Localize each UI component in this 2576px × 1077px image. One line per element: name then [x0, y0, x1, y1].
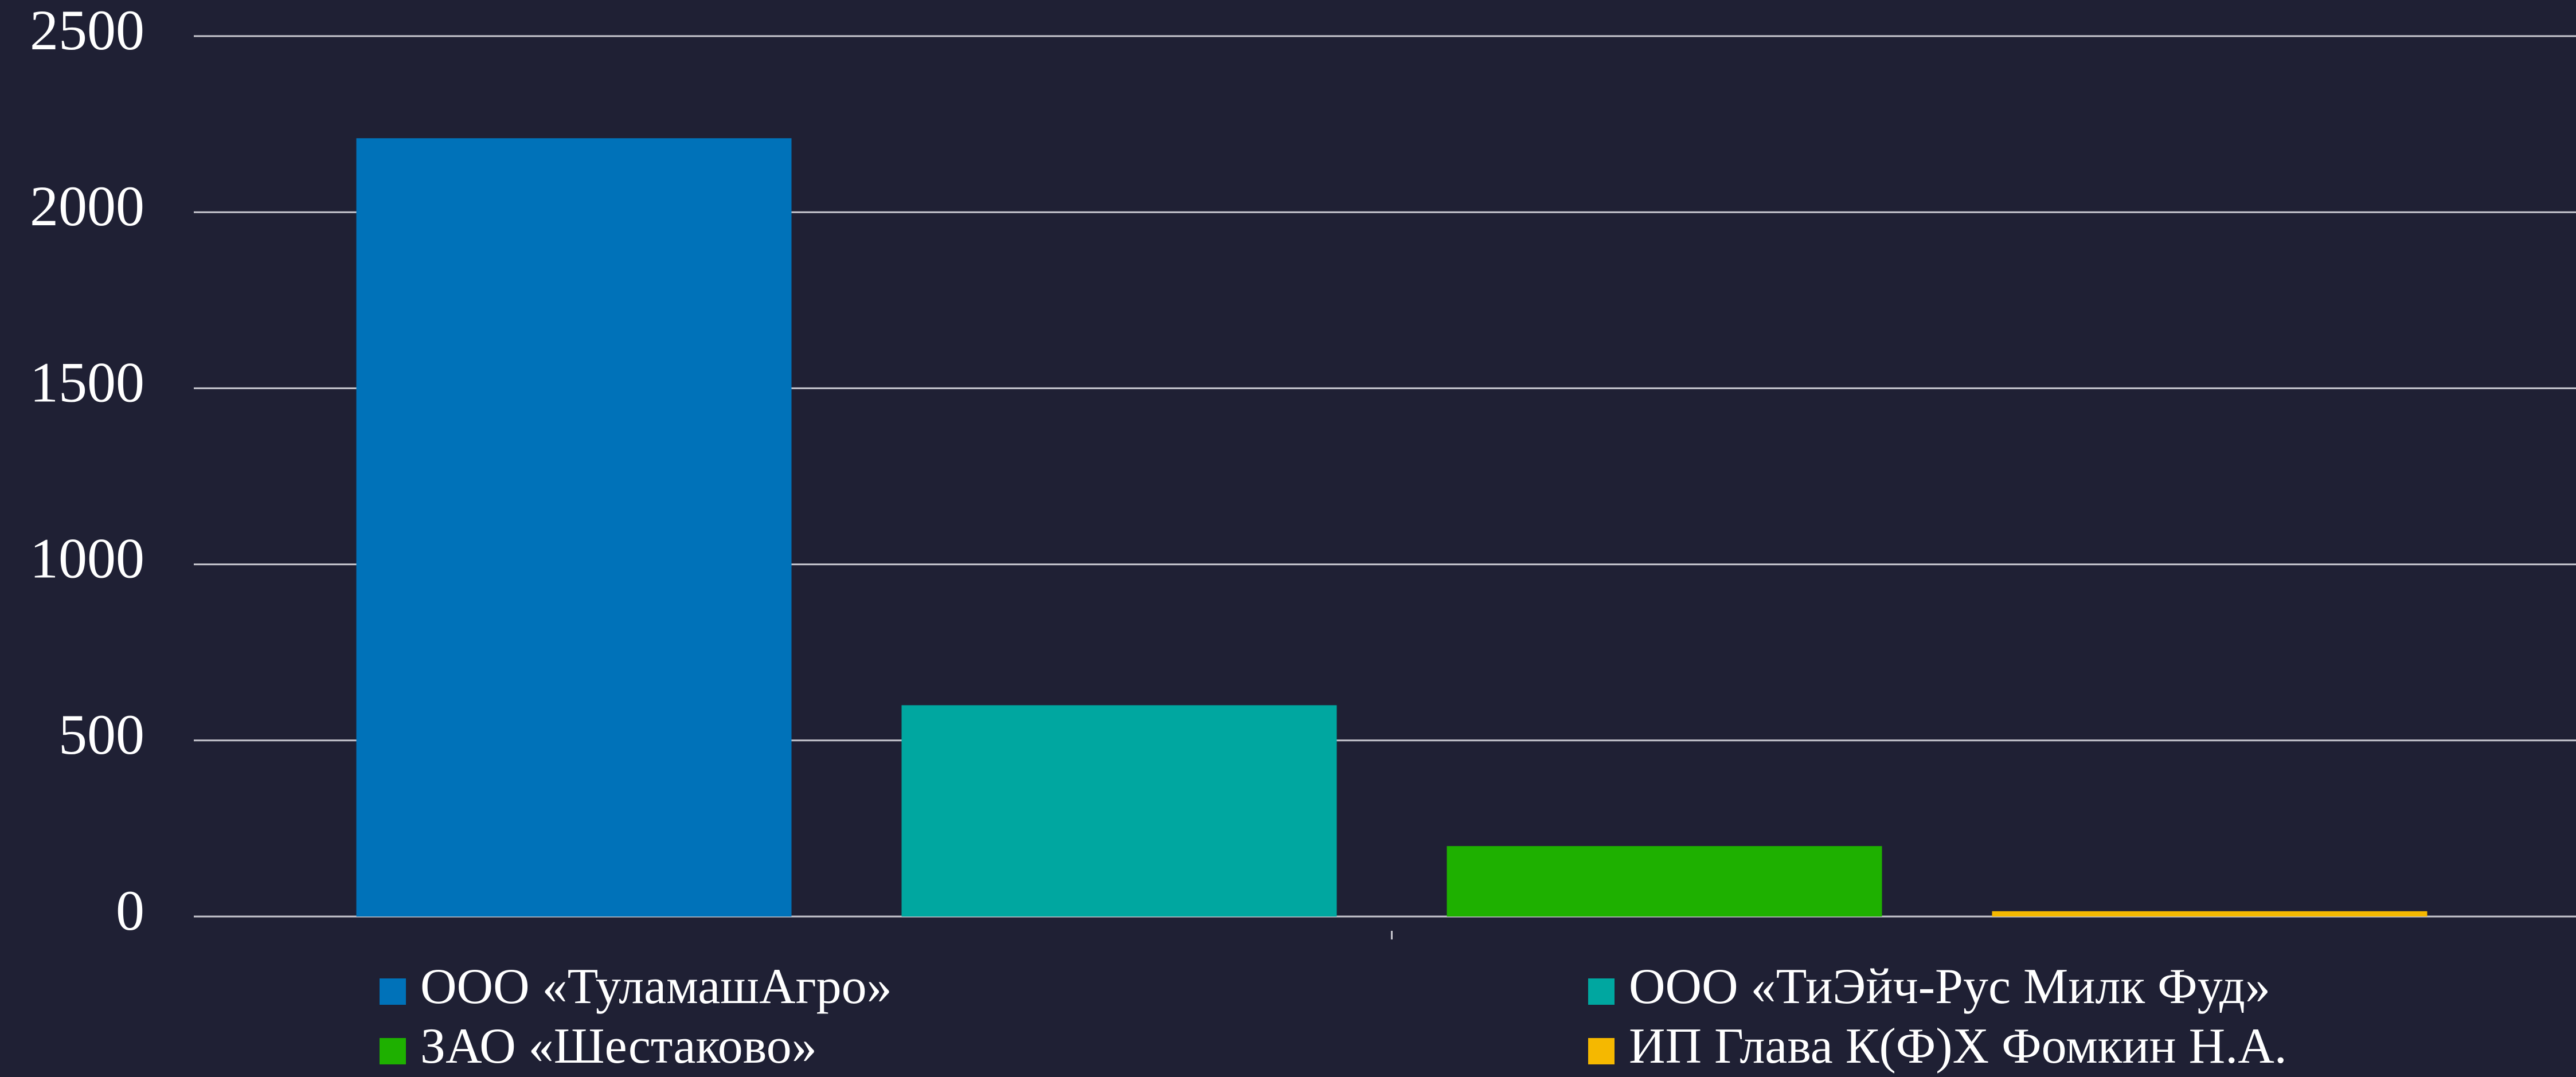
- y-tick-label: 2000: [30, 174, 144, 238]
- bar: [356, 138, 792, 917]
- legend-label: ЗАО «Шестаково»: [420, 1019, 817, 1074]
- y-tick-label: 1500: [30, 350, 144, 414]
- bar: [901, 705, 1337, 917]
- legend-label: ООО «ТуламашАгро»: [420, 959, 892, 1015]
- y-tick-label: 500: [58, 703, 144, 766]
- legend-swatch: [1588, 978, 1615, 1005]
- legend-label: ООО «ТиЭйч-Рус Милк Фуд»: [1629, 959, 2270, 1015]
- legend-swatch: [1588, 1038, 1615, 1064]
- y-tick-label: 1000: [30, 527, 144, 590]
- y-tick-label: 2500: [30, 0, 144, 62]
- bar: [1992, 911, 2428, 917]
- legend-swatch: [380, 1038, 406, 1064]
- legend-label: ИП Глава К(Ф)Х Фомкин Н.А.: [1629, 1019, 2287, 1074]
- y-tick-label: 0: [116, 879, 144, 942]
- legend-swatch: [380, 978, 406, 1005]
- bar: [1447, 846, 1882, 917]
